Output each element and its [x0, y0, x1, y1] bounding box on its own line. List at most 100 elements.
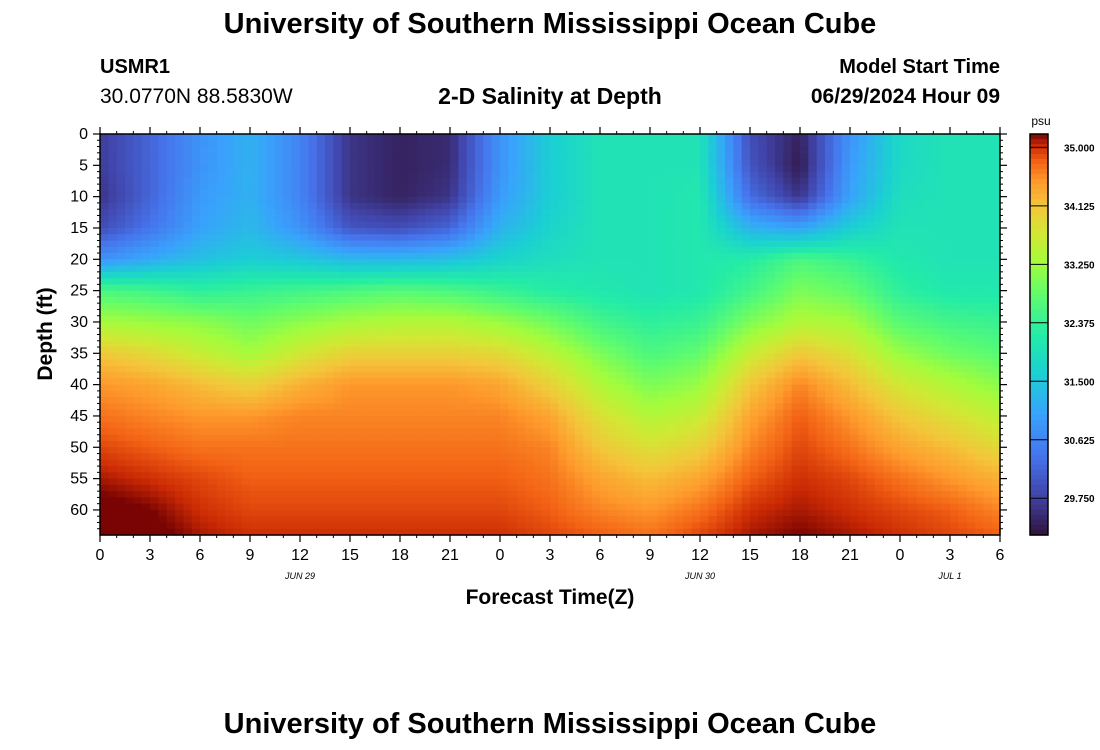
heatmap-cell: [108, 215, 118, 223]
heatmap-cell: [675, 159, 684, 166]
heatmap-cell: [275, 409, 284, 417]
heatmap-cell: [725, 271, 734, 279]
heatmap-cell: [741, 334, 751, 342]
heatmap-cell: [566, 190, 576, 198]
heatmap-cell: [866, 221, 876, 229]
heatmap-cell: [550, 372, 559, 379]
heatmap-cell: [708, 171, 718, 179]
heatmap-cell: [850, 215, 859, 223]
heatmap-cell: [891, 177, 901, 185]
heatmap-cell: [483, 246, 493, 254]
heatmap-cell: [633, 265, 643, 273]
heatmap-cell: [950, 315, 959, 323]
heatmap-cell: [733, 265, 743, 273]
heatmap-cell: [166, 253, 176, 260]
heatmap-cell: [691, 397, 701, 405]
heatmap-cell: [125, 159, 134, 166]
heatmap-cell: [841, 209, 851, 217]
heatmap-cell: [158, 390, 168, 398]
heatmap-cell: [516, 372, 526, 379]
heatmap-cell: [466, 159, 476, 166]
heatmap-cell: [458, 321, 468, 329]
heatmap-cell: [600, 365, 609, 373]
heatmap-cell: [633, 397, 643, 405]
heatmap-cell: [125, 397, 134, 405]
heatmap-cell: [291, 296, 301, 304]
heatmap-cell: [766, 159, 776, 166]
heatmap-cell: [566, 227, 576, 235]
heatmap-cell: [558, 390, 568, 398]
heatmap-cell: [658, 265, 668, 273]
heatmap-cell: [466, 165, 476, 173]
heatmap-cell: [766, 290, 776, 298]
heatmap-cell: [533, 321, 543, 329]
heatmap-cell: [625, 165, 634, 173]
heatmap-cell: [175, 290, 184, 298]
heatmap-cell: [408, 415, 418, 423]
heatmap-cell: [175, 152, 184, 160]
heatmap-cell: [333, 171, 343, 179]
heatmap-cell: [475, 134, 484, 141]
heatmap-cell: [216, 165, 226, 173]
heatmap-cell: [666, 140, 676, 148]
heatmap-cell: [675, 309, 684, 317]
heatmap-cell: [441, 265, 451, 273]
heatmap-cell: [383, 171, 393, 179]
heatmap-cell: [333, 221, 343, 229]
heatmap-cell: [800, 384, 809, 392]
heatmap-cell: [766, 415, 776, 423]
heatmap-cell: [466, 246, 476, 254]
heatmap-cell: [416, 378, 426, 386]
heatmap-cell: [991, 253, 1001, 260]
heatmap-cell: [216, 190, 226, 198]
heatmap-cell: [333, 190, 343, 198]
heatmap-cell: [908, 159, 918, 166]
heatmap-cell: [608, 240, 618, 248]
heatmap-cell: [108, 353, 118, 361]
heatmap-cell: [675, 209, 684, 217]
heatmap-cell: [558, 397, 568, 405]
heatmap-cell: [758, 365, 768, 373]
heatmap-cell: [391, 365, 401, 373]
heatmap-cell: [408, 284, 418, 292]
heatmap-cell: [841, 353, 851, 361]
heatmap-cell: [341, 390, 351, 398]
heatmap-cell: [491, 347, 501, 354]
heatmap-cell: [250, 202, 259, 210]
heatmap-cell: [158, 140, 168, 148]
heatmap-cell: [550, 227, 559, 235]
heatmap-cell: [808, 165, 818, 173]
heatmap-cell: [441, 372, 451, 379]
heatmap-cell: [425, 397, 434, 405]
heatmap-cell: [816, 415, 826, 423]
heatmap-cell: [783, 397, 793, 405]
heatmap-cell: [750, 415, 759, 423]
heatmap-cell: [900, 284, 909, 292]
heatmap-cell: [641, 159, 651, 166]
heatmap-cell: [375, 134, 384, 141]
heatmap-cell: [133, 227, 143, 235]
heatmap-cell: [491, 221, 501, 229]
heatmap-cell: [708, 234, 718, 242]
heatmap-cell: [175, 353, 184, 361]
heatmap-cell: [300, 215, 309, 223]
heatmap-cell: [566, 246, 576, 254]
heatmap-cell: [958, 159, 968, 166]
heatmap-cell: [391, 334, 401, 342]
heatmap-cell: [816, 372, 826, 379]
heatmap-cell: [183, 278, 193, 285]
heatmap-cell: [616, 246, 626, 254]
heatmap-cell: [758, 359, 768, 367]
heatmap-cell: [100, 196, 109, 204]
heatmap-cell: [591, 159, 601, 166]
heatmap-cell: [375, 378, 384, 386]
heatmap-cell: [166, 321, 176, 329]
heatmap-cell: [766, 227, 776, 235]
heatmap-cell: [725, 227, 734, 235]
heatmap-cell: [858, 334, 868, 342]
heatmap-cell: [483, 315, 493, 323]
heatmap-cell: [916, 309, 926, 317]
heatmap-cell: [408, 334, 418, 342]
heatmap-cell: [408, 365, 418, 373]
heatmap-cell: [166, 372, 176, 379]
